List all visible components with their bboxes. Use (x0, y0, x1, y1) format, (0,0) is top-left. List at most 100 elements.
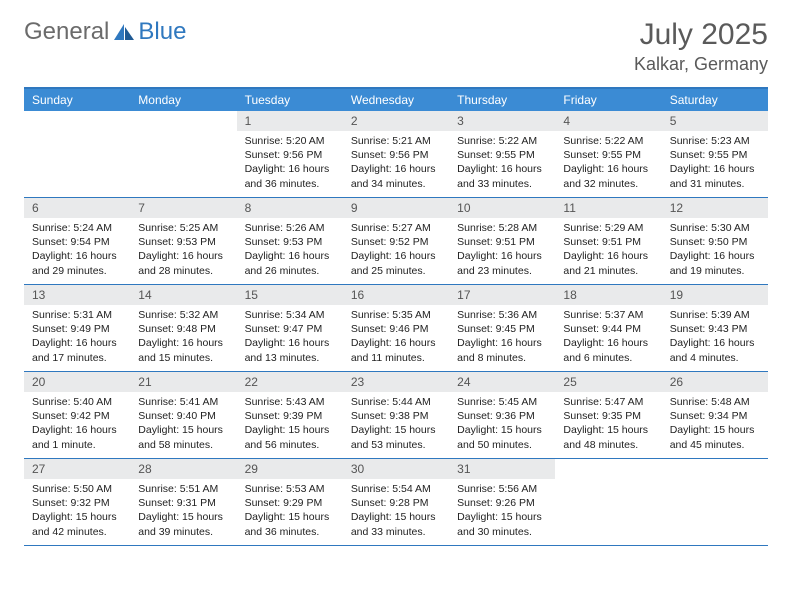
sunrise-text: Sunrise: 5:31 AM (32, 308, 122, 322)
sunset-text: Sunset: 9:28 PM (351, 496, 441, 510)
daylight-text: Daylight: 16 hours and 11 minutes. (351, 336, 441, 364)
week-row: 20Sunrise: 5:40 AMSunset: 9:42 PMDayligh… (24, 372, 768, 459)
dow-wed: Wednesday (343, 89, 449, 111)
daylight-text: Daylight: 15 hours and 36 minutes. (245, 510, 335, 538)
day-cell: 13Sunrise: 5:31 AMSunset: 9:49 PMDayligh… (24, 285, 130, 371)
sunset-text: Sunset: 9:38 PM (351, 409, 441, 423)
sunrise-text: Sunrise: 5:36 AM (457, 308, 547, 322)
sunrise-text: Sunrise: 5:20 AM (245, 134, 335, 148)
day-cell: 21Sunrise: 5:41 AMSunset: 9:40 PMDayligh… (130, 372, 236, 458)
week-row: 27Sunrise: 5:50 AMSunset: 9:32 PMDayligh… (24, 459, 768, 546)
day-number: 20 (24, 372, 130, 392)
dow-tue: Tuesday (237, 89, 343, 111)
dow-sun: Sunday (24, 89, 130, 111)
sunrise-text: Sunrise: 5:24 AM (32, 221, 122, 235)
day-data: Sunrise: 5:45 AMSunset: 9:36 PMDaylight:… (449, 392, 555, 458)
sunrise-text: Sunrise: 5:53 AM (245, 482, 335, 496)
daylight-text: Daylight: 16 hours and 21 minutes. (563, 249, 653, 277)
day-number: 12 (662, 198, 768, 218)
sunset-text: Sunset: 9:51 PM (457, 235, 547, 249)
sunset-text: Sunset: 9:44 PM (563, 322, 653, 336)
dow-row: Sunday Monday Tuesday Wednesday Thursday… (24, 89, 768, 111)
sunset-text: Sunset: 9:52 PM (351, 235, 441, 249)
day-data: Sunrise: 5:22 AMSunset: 9:55 PMDaylight:… (449, 131, 555, 197)
calendar: Sunday Monday Tuesday Wednesday Thursday… (24, 87, 768, 546)
day-cell: 1Sunrise: 5:20 AMSunset: 9:56 PMDaylight… (237, 111, 343, 197)
title-block: July 2025 Kalkar, Germany (634, 18, 768, 75)
sunrise-text: Sunrise: 5:41 AM (138, 395, 228, 409)
daylight-text: Daylight: 15 hours and 56 minutes. (245, 423, 335, 451)
sunset-text: Sunset: 9:56 PM (351, 148, 441, 162)
day-number: 29 (237, 459, 343, 479)
day-number: 1 (237, 111, 343, 131)
daylight-text: Daylight: 16 hours and 26 minutes. (245, 249, 335, 277)
logo-sail-icon (113, 23, 135, 41)
sunrise-text: Sunrise: 5:27 AM (351, 221, 441, 235)
day-number: 9 (343, 198, 449, 218)
day-data: Sunrise: 5:44 AMSunset: 9:38 PMDaylight:… (343, 392, 449, 458)
sunrise-text: Sunrise: 5:21 AM (351, 134, 441, 148)
daylight-text: Daylight: 15 hours and 39 minutes. (138, 510, 228, 538)
day-cell: 19Sunrise: 5:39 AMSunset: 9:43 PMDayligh… (662, 285, 768, 371)
day-cell: 30Sunrise: 5:54 AMSunset: 9:28 PMDayligh… (343, 459, 449, 545)
day-data: Sunrise: 5:34 AMSunset: 9:47 PMDaylight:… (237, 305, 343, 371)
daylight-text: Daylight: 16 hours and 19 minutes. (670, 249, 760, 277)
day-data: Sunrise: 5:32 AMSunset: 9:48 PMDaylight:… (130, 305, 236, 371)
day-number: 2 (343, 111, 449, 131)
day-cell: 22Sunrise: 5:43 AMSunset: 9:39 PMDayligh… (237, 372, 343, 458)
day-number: 25 (555, 372, 661, 392)
day-cell: 17Sunrise: 5:36 AMSunset: 9:45 PMDayligh… (449, 285, 555, 371)
daylight-text: Daylight: 15 hours and 58 minutes. (138, 423, 228, 451)
day-number: 19 (662, 285, 768, 305)
day-number: 7 (130, 198, 236, 218)
day-cell: 25 Sunrise: 5:47 AMSunset: 9:35 PMDayligh… (555, 372, 661, 458)
sunrise-text: Sunrise: 5:28 AM (457, 221, 547, 235)
day-number: 24 (449, 372, 555, 392)
sunset-text: Sunset: 9:51 PM (563, 235, 653, 249)
day-number: 11 (555, 198, 661, 218)
day-number: 4 (555, 111, 661, 131)
day-cell: 4Sunrise: 5:22 AMSunset: 9:55 PMDaylight… (555, 111, 661, 197)
day-cell: 14Sunrise: 5:32 AMSunset: 9:48 PMDayligh… (130, 285, 236, 371)
sunrise-text: Sunrise: 5:43 AM (245, 395, 335, 409)
day-data: Sunrise: 5:56 AMSunset: 9:26 PMDaylight:… (449, 479, 555, 545)
day-data: Sunrise: 5:39 AMSunset: 9:43 PMDaylight:… (662, 305, 768, 371)
sunset-text: Sunset: 9:35 PM (563, 409, 653, 423)
sunrise-text: Sunrise: 5:22 AM (563, 134, 653, 148)
day-number: 5 (662, 111, 768, 131)
day-cell: 12Sunrise: 5:30 AMSunset: 9:50 PMDayligh… (662, 198, 768, 284)
day-cell: 5Sunrise: 5:23 AMSunset: 9:55 PMDaylight… (662, 111, 768, 197)
day-number: 18 (555, 285, 661, 305)
week-row: 13Sunrise: 5:31 AMSunset: 9:49 PMDayligh… (24, 285, 768, 372)
dow-mon: Monday (130, 89, 236, 111)
sunrise-text: Sunrise: 5:44 AM (351, 395, 441, 409)
sunrise-text: Sunrise: 5:47 AM (563, 395, 653, 409)
day-cell (555, 459, 661, 545)
daylight-text: Daylight: 16 hours and 32 minutes. (563, 162, 653, 190)
daylight-text: Daylight: 15 hours and 48 minutes. (563, 423, 653, 451)
weeks-container: 1 Sunrise: 5:20 AM Sunset: 9:56 PM Daylight… (24, 111, 768, 546)
sunrise-text: Sunrise: 5:50 AM (32, 482, 122, 496)
day-number: 15 (237, 285, 343, 305)
sunset-text: Sunset: 9:29 PM (245, 496, 335, 510)
sunset-text: Sunset: 9:36 PM (457, 409, 547, 423)
daylight-text: Daylight: 16 hours and 23 minutes. (457, 249, 547, 277)
sunset-text: Sunset: 9:34 PM (670, 409, 760, 423)
daylight-text: Daylight: 15 hours and 30 minutes. (457, 510, 547, 538)
sunset-text: Sunset: 9:40 PM (138, 409, 228, 423)
day-data: Sunrise: 5:30 AMSunset: 9:50 PMDaylight:… (662, 218, 768, 284)
logo: General Blue (24, 18, 186, 46)
day-data: Sunrise: 5:31 AMSunset: 9:49 PMDaylight:… (24, 305, 130, 371)
dow-sat: Saturday (662, 89, 768, 111)
sunrise-text: Sunrise: 5:51 AM (138, 482, 228, 496)
sunrise-text: Sunrise: 5:54 AM (351, 482, 441, 496)
day-cell: 2Sunrise: 5:21 AMSunset: 9:56 PMDaylight… (343, 111, 449, 197)
day-data: Sunrise: 5:37 AMSunset: 9:44 PMDaylight:… (555, 305, 661, 371)
week-row: 6Sunrise: 5:24 AMSunset: 9:54 PMDaylight… (24, 198, 768, 285)
dow-fri: Friday (555, 89, 661, 111)
sunrise-text: Sunrise: 5:22 AM (457, 134, 547, 148)
sunset-text: Sunset: 9:55 PM (670, 148, 760, 162)
day-data: Sunrise: 5:21 AMSunset: 9:56 PMDaylight:… (343, 131, 449, 197)
sunset-text: Sunset: 9:49 PM (32, 322, 122, 336)
day-number: 3 (449, 111, 555, 131)
